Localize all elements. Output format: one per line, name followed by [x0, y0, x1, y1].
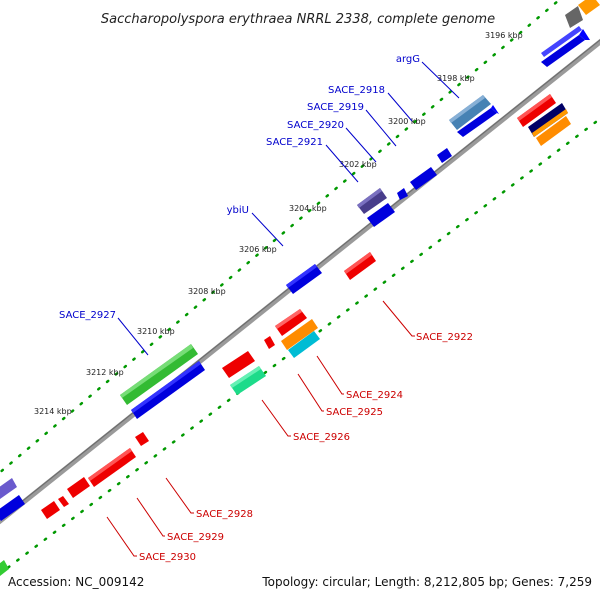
gene-arrow[interactable] — [536, 116, 571, 146]
reverse-genes — [41, 0, 600, 519]
tick-labels: 3196 kbp 3198 kbp 3200 kbp 3202 kbp 3204… — [34, 31, 523, 416]
gene-arrow[interactable] — [286, 264, 322, 294]
tick-label: 3206 kbp — [239, 245, 277, 254]
gene-arrow[interactable] — [541, 26, 582, 57]
gene-arrow[interactable] — [67, 477, 90, 498]
reverse-gene-labels — [106, 300, 415, 557]
tick-label: 3198 kbp — [437, 74, 475, 83]
track-guides — [0, 0, 600, 576]
genome-summary-text: Topology: circular; Length: 8,212,805 bp… — [261, 575, 592, 589]
gene-arrow[interactable] — [457, 105, 499, 137]
gene-arrow[interactable] — [281, 319, 318, 350]
map-title: Saccharopolyspora erythraea NRRL 2338, c… — [101, 12, 495, 27]
gene-arrow[interactable] — [397, 188, 408, 200]
tick-label: 3202 kbp — [339, 160, 377, 169]
gene-label-sace-2927[interactable]: SACE_2927 — [59, 310, 116, 321]
gene-label-sace-2920[interactable]: SACE_2920 — [287, 120, 344, 131]
forward-gene-labels — [117, 61, 460, 356]
tick-label: 3214 kbp — [34, 407, 72, 416]
forward-genes — [0, 6, 590, 576]
gene-label-sace-2922[interactable]: SACE_2922 — [416, 332, 473, 343]
tick-label: 3210 kbp — [137, 327, 175, 336]
gene-arrow[interactable] — [58, 496, 69, 507]
gene-arrow[interactable] — [41, 501, 60, 519]
gene-label-sace-2918[interactable]: SACE_2918 — [328, 85, 385, 96]
tick-label: 3200 kbp — [388, 117, 426, 126]
gene-label-sace-2929[interactable]: SACE_2929 — [167, 532, 224, 543]
gene-arrow[interactable] — [528, 103, 568, 137]
gene-label-sace-2921[interactable]: SACE_2921 — [266, 137, 323, 148]
tick-label: 3196 kbp — [485, 31, 523, 40]
gene-arrow[interactable] — [517, 94, 556, 127]
gene-arrow[interactable] — [264, 336, 275, 349]
gene-arrow[interactable] — [367, 203, 395, 227]
gene-arrow[interactable] — [288, 331, 320, 358]
gene-arrow[interactable] — [135, 432, 149, 446]
gene-arrow[interactable] — [344, 252, 376, 280]
reverse-gene-label-texts: SACE_2922 SACE_2924 SACE_2925 SACE_2926 … — [139, 332, 473, 563]
gene-arrow[interactable] — [230, 366, 266, 395]
gene-arrow[interactable] — [578, 0, 600, 15]
gene-arrow[interactable] — [437, 148, 452, 163]
gene-label-arg-g[interactable]: argG — [396, 54, 420, 65]
tick-label: 3212 kbp — [86, 368, 124, 377]
gene-arrow[interactable] — [275, 309, 307, 336]
gene-label-sace-2930[interactable]: SACE_2930 — [139, 552, 196, 563]
accession-text: Accession: NC_009142 — [8, 575, 144, 589]
gene-arrow[interactable] — [0, 478, 17, 499]
gene-arrow[interactable] — [449, 95, 491, 130]
gene-arrow[interactable] — [410, 167, 437, 190]
gene-label-sace-2924[interactable]: SACE_2924 — [346, 390, 403, 401]
gene-arrow[interactable] — [0, 560, 9, 576]
gene-arrow[interactable] — [357, 188, 387, 214]
gene-label-ybi-u[interactable]: ybiU — [227, 205, 249, 216]
gene-arrow[interactable] — [222, 351, 255, 378]
gene-arrow[interactable] — [131, 361, 205, 419]
gene-arrow[interactable] — [0, 495, 25, 521]
gene-label-sace-2919[interactable]: SACE_2919 — [307, 102, 364, 113]
tick-label: 3208 kbp — [188, 287, 226, 296]
gene-arrow[interactable] — [88, 448, 136, 487]
forward-gene-label-texts: argG SACE_2918 SACE_2919 SACE_2920 SACE_… — [59, 54, 420, 321]
tick-label: 3204 kbp — [289, 204, 327, 213]
gene-arrow[interactable] — [565, 6, 583, 28]
gene-label-sace-2926[interactable]: SACE_2926 — [293, 432, 350, 443]
gene-arrow[interactable] — [541, 29, 590, 67]
gene-arrow[interactable] — [120, 344, 198, 405]
gene-label-sace-2928[interactable]: SACE_2928 — [196, 509, 253, 520]
gene-label-sace-2925[interactable]: SACE_2925 — [326, 407, 383, 418]
